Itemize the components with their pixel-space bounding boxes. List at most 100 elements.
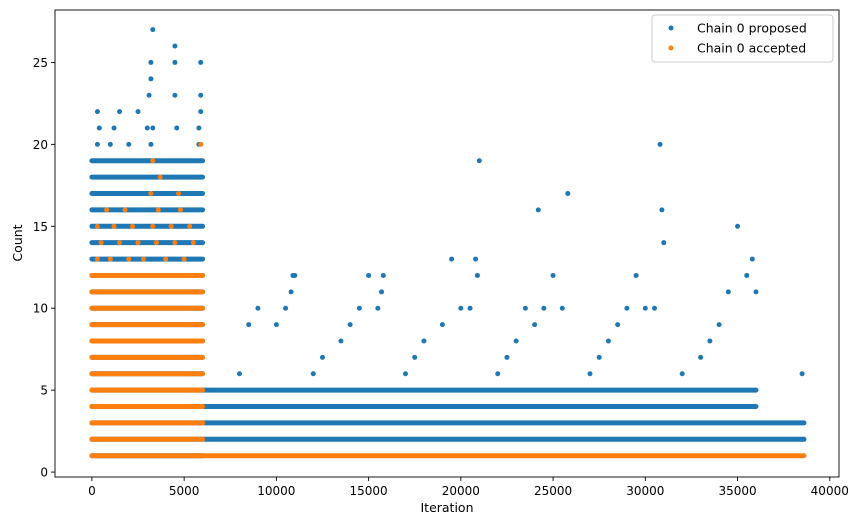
data-point-series0-6 — [144, 125, 150, 131]
data-point-series0-72 — [679, 371, 685, 377]
data-point-series0-76 — [725, 289, 731, 295]
data-point-series1-11 — [190, 240, 196, 246]
data-point-series0-7 — [150, 125, 156, 131]
legend-box — [651, 14, 834, 63]
data-point-series1-16 — [168, 223, 174, 229]
data-point-series0-21 — [198, 59, 204, 65]
data-point-series0-17 — [198, 92, 204, 98]
x-tick-label: 10000 — [257, 484, 295, 498]
data-point-series0-64 — [615, 322, 621, 328]
data-point-series0-26 — [255, 305, 261, 311]
data-point-series0-3 — [198, 109, 204, 115]
data-point-series0-20 — [172, 59, 178, 65]
data-point-series1-0 — [94, 256, 100, 262]
data-point-series0-5 — [111, 125, 117, 131]
data-point-series0-37 — [366, 272, 372, 278]
data-point-series0-58 — [550, 272, 556, 278]
data-point-series0-43 — [421, 338, 427, 344]
data-point-series0-49 — [474, 272, 480, 278]
data-point-series0-81 — [799, 371, 805, 377]
data-point-series1-9 — [153, 240, 159, 246]
data-point-series0-77 — [735, 223, 741, 229]
legend: Chain 0 proposed Chain 0 accepted — [651, 14, 834, 63]
data-point-series0-74 — [707, 338, 713, 344]
data-point-series1-6 — [98, 240, 104, 246]
data-point-series1-3 — [141, 256, 147, 262]
data-point-series1-14 — [129, 223, 135, 229]
data-point-series0-41 — [402, 371, 408, 377]
data-point-series0-32 — [310, 371, 316, 377]
data-point-series0-10 — [94, 141, 100, 147]
data-point-series1-8 — [135, 240, 141, 246]
x-tick-label: 35000 — [718, 484, 756, 498]
data-point-series0-24 — [236, 371, 242, 377]
data-point-series0-35 — [347, 322, 353, 328]
data-point-series0-2 — [135, 109, 141, 115]
data-point-series0-50 — [476, 158, 482, 164]
data-point-series1-25 — [150, 158, 156, 164]
data-point-series0-0 — [94, 109, 100, 115]
y-tick-label: 25 — [33, 56, 48, 70]
data-point-series0-38 — [375, 305, 381, 311]
data-point-series0-11 — [107, 141, 113, 147]
data-point-series0-56 — [535, 207, 541, 213]
data-point-series0-4 — [96, 125, 102, 131]
data-point-series1-20 — [155, 207, 161, 213]
data-point-series0-25 — [246, 322, 252, 328]
data-point-series0-73 — [698, 354, 704, 360]
y-tick-label: 15 — [33, 220, 48, 234]
data-point-series0-33 — [319, 354, 325, 360]
data-point-series0-9 — [196, 125, 202, 131]
data-point-series0-22 — [150, 27, 156, 33]
data-point-series0-54 — [522, 305, 528, 311]
data-point-series0-71 — [661, 240, 667, 246]
data-point-series0-61 — [587, 371, 593, 377]
data-point-series0-29 — [288, 289, 294, 295]
data-point-series1-2 — [126, 256, 132, 262]
data-point-series1-23 — [176, 191, 182, 197]
data-point-series0-44 — [439, 322, 445, 328]
data-point-series0-48 — [473, 256, 479, 262]
data-point-series0-66 — [633, 272, 639, 278]
data-point-series0-39 — [379, 289, 385, 295]
legend-marker-accepted — [668, 45, 674, 51]
y-tick-label: 10 — [33, 302, 48, 316]
data-point-series1-4 — [163, 256, 169, 262]
data-point-series0-28 — [283, 305, 289, 311]
data-point-series0-34 — [338, 338, 344, 344]
data-point-series1-12 — [94, 223, 100, 229]
data-point-series1-10 — [172, 240, 178, 246]
data-point-series0-75 — [716, 322, 722, 328]
data-point-series0-55 — [532, 322, 538, 328]
data-point-series0-18 — [148, 76, 154, 82]
data-point-series1-7 — [117, 240, 123, 246]
y-tick-label: 20 — [33, 138, 48, 152]
legend-marker-proposed — [668, 25, 674, 31]
data-point-series1-18 — [104, 207, 110, 213]
data-point-series0-79 — [749, 256, 755, 262]
data-point-series0-70 — [659, 207, 665, 213]
y-tick-label: 0 — [40, 466, 48, 480]
data-point-series1-21 — [177, 207, 183, 213]
data-point-series0-31 — [292, 272, 298, 278]
data-point-series0-13 — [148, 141, 154, 147]
legend-label-accepted: Chain 0 accepted — [697, 41, 806, 56]
data-point-series0-46 — [458, 305, 464, 311]
data-point-series0-40 — [380, 272, 386, 278]
y-tick-label: 5 — [40, 384, 48, 398]
data-point-series1-1 — [107, 256, 113, 262]
data-point-series1-19 — [122, 207, 128, 213]
data-point-series0-57 — [541, 305, 547, 311]
data-point-series0-60 — [565, 191, 571, 197]
data-point-series0-19 — [148, 59, 154, 65]
data-point-series1-15 — [150, 223, 156, 229]
data-point-series1-13 — [111, 223, 117, 229]
data-point-series0-69 — [657, 141, 663, 147]
data-point-series0-45 — [449, 256, 455, 262]
data-point-series0-51 — [495, 371, 501, 377]
data-point-series0-42 — [412, 354, 418, 360]
data-point-series0-78 — [744, 272, 750, 278]
data-point-series1-26 — [198, 141, 204, 147]
data-point-series0-59 — [559, 305, 565, 311]
